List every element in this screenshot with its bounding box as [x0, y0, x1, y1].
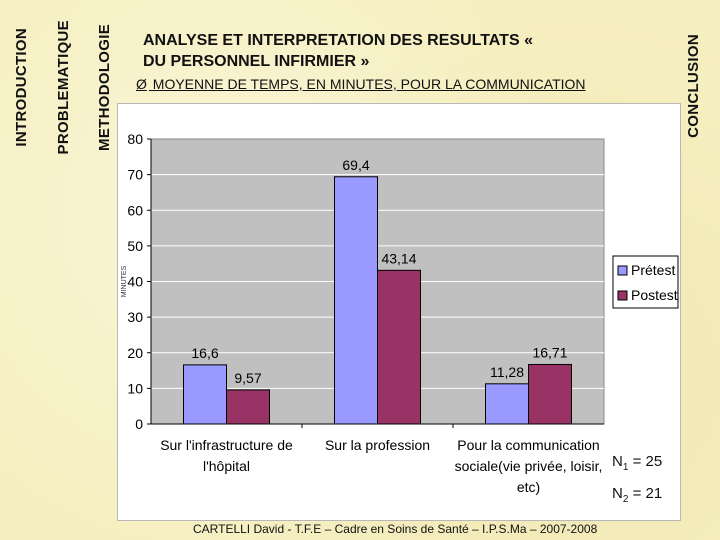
chart-frame: 0 10 20 30 40 50 60 70 80 MINUTES 16,6 9,57 Sur l'in…	[117, 103, 681, 521]
bar-pretest	[183, 364, 227, 425]
legend-swatch-pretest	[617, 265, 628, 276]
n1-value: = 25	[628, 453, 663, 470]
x-tick-label-line: sociale(vie privée, loisir,	[455, 458, 603, 474]
page-subtitle-text: MOYENNE DE TEMPS, EN MINUTES, POUR LA CO…	[152, 76, 586, 92]
sample-size-n2: N2 = 21	[612, 485, 662, 505]
bar-postest	[528, 363, 572, 425]
nav-problematique[interactable]: PROBLEMATIQUE	[50, 0, 72, 175]
page-title: ANALYSE ET INTERPRETATION DES RESULTATS …	[143, 30, 663, 72]
x-tick-label-line: etc)	[517, 479, 540, 495]
data-label: 11,28	[490, 364, 524, 380]
bar-chart: 0 10 20 30 40 50 60 70 80 MINUTES 16,6 9,57 Sur l'in…	[121, 131, 679, 495]
y-tick-label: 30	[127, 309, 143, 325]
y-tick-label: 0	[135, 416, 143, 432]
data-label: 69,4	[342, 157, 369, 173]
nav-conclusion[interactable]: CONCLUSION	[680, 0, 702, 172]
x-tick-label: Sur l'infrastructure de l'hôpital	[160, 437, 293, 474]
bar-pretest	[334, 176, 378, 425]
nav-methodologie-label: METHODOLOGIE	[96, 24, 113, 151]
data-label: 16,71	[532, 344, 567, 360]
y-tick-label: 50	[127, 238, 143, 254]
x-tick-label: Sur la profession	[325, 437, 430, 453]
bar-postest	[377, 269, 421, 425]
legend-swatch-postest	[617, 290, 628, 301]
bullet-arrow-icon: Ø	[136, 76, 147, 92]
legend-label: Postest	[631, 287, 678, 303]
data-label: 43,14	[381, 250, 416, 266]
y-tick-label: 60	[127, 202, 143, 218]
nav-methodologie[interactable]: METHODOLOGIE	[91, 0, 113, 175]
bar-postest	[226, 389, 270, 425]
nav-conclusion-label: CONCLUSION	[685, 34, 702, 138]
page-title-line1: ANALYSE ET INTERPRETATION DES RESULTATS …	[143, 32, 533, 49]
page-subtitle: Ø MOYENNE DE TEMPS, EN MINUTES, POUR LA …	[136, 76, 676, 92]
y-tick-label: 70	[127, 167, 143, 183]
n2-label: N	[612, 485, 623, 502]
page-title-line2: DU PERSONNEL INFIRMIER »	[143, 53, 370, 70]
footer-credits: CARTELLI David - T.F.E – Cadre en Soins …	[193, 522, 598, 536]
x-tick-label-line: Sur l'infrastructure de	[160, 437, 293, 453]
x-tick-label-line: l'hôpital	[203, 458, 250, 474]
sample-size-n1: N1 = 25	[612, 453, 662, 473]
n1-label: N	[612, 453, 623, 470]
x-tick-label-line: Pour la communication	[457, 437, 599, 453]
y-tick-label: 20	[127, 345, 143, 361]
nav-problematique-label: PROBLEMATIQUE	[55, 20, 72, 155]
y-tick-label: 80	[127, 131, 143, 147]
n2-value: = 21	[628, 485, 663, 502]
nav-introduction-label: INTRODUCTION	[13, 28, 30, 147]
data-label: 9,57	[234, 370, 261, 386]
n1-subscript: 1	[622, 462, 629, 473]
n2-subscript: 2	[622, 494, 629, 505]
y-axis-label: MINUTES	[121, 265, 128, 297]
nav-introduction[interactable]: INTRODUCTION	[8, 0, 30, 175]
legend-label: Prétest	[631, 262, 675, 278]
x-tick-label: Pour la communication sociale(vie privée,…	[455, 437, 603, 495]
y-tick-label: 10	[127, 380, 143, 396]
bar-pretest	[485, 383, 529, 425]
y-tick-label: 40	[127, 274, 143, 290]
data-label: 16,6	[191, 345, 218, 361]
x-tick-label-line: Sur la profession	[325, 437, 430, 453]
